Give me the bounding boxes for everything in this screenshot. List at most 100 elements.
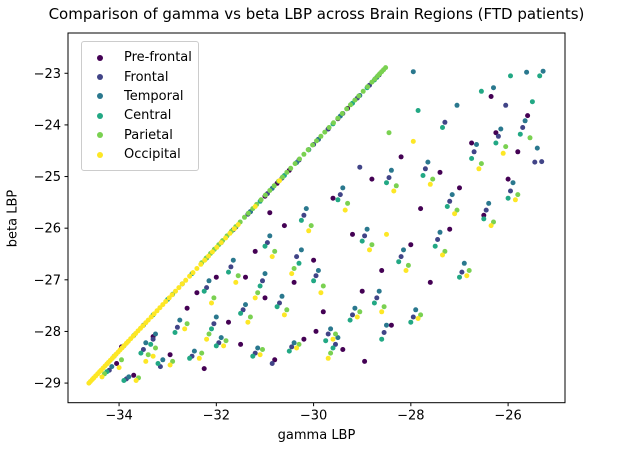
scatter-point-occipital bbox=[476, 166, 482, 172]
scatter-point-frontal bbox=[240, 307, 246, 313]
scatter-point-occipital bbox=[227, 230, 233, 236]
scatter-point-temporal bbox=[486, 200, 492, 206]
scatter-point-pre-frontal bbox=[291, 279, 297, 285]
scatter-point-occipital bbox=[179, 281, 185, 287]
scatter-point-parietal bbox=[515, 192, 521, 198]
scatter-point-parietal bbox=[291, 266, 297, 271]
scatter-point-temporal bbox=[213, 314, 219, 320]
scatter-point-central bbox=[396, 259, 402, 265]
scatter-point-pre-frontal bbox=[362, 358, 368, 364]
scatter-point-frontal bbox=[539, 159, 545, 165]
scatter-point-pre-frontal bbox=[418, 206, 424, 212]
x-tick-label: −32 bbox=[203, 409, 230, 424]
scatter-point-pre-frontal bbox=[267, 210, 273, 216]
scatter-point-occipital bbox=[252, 295, 258, 301]
x-tick-label: −28 bbox=[397, 409, 424, 424]
scatter-point-parietal bbox=[247, 314, 253, 320]
scatter-point-frontal bbox=[140, 347, 146, 352]
scatter-point-frontal bbox=[362, 233, 368, 239]
scatter-point-frontal bbox=[333, 341, 338, 347]
scatter-point-pre-frontal bbox=[379, 268, 385, 273]
scatter-point-occipital bbox=[145, 317, 151, 323]
scatter-point-occipital bbox=[176, 285, 182, 291]
scatter-point-temporal bbox=[352, 305, 358, 311]
scatter-point-frontal bbox=[410, 314, 416, 320]
legend-label: Pre-frontal bbox=[124, 50, 192, 66]
scatter-point-parietal bbox=[335, 115, 341, 121]
scatter-point-frontal bbox=[228, 264, 234, 270]
scatter-point-parietal bbox=[454, 207, 460, 213]
scatter-point-pre-frontal bbox=[114, 361, 120, 366]
scatter-point-parietal bbox=[184, 321, 190, 327]
scatter-point-central bbox=[286, 348, 292, 354]
scatter-point-central bbox=[262, 243, 268, 249]
scatter-point-parietal bbox=[466, 268, 472, 273]
scatter-point-temporal bbox=[340, 185, 346, 191]
scatter-point-central bbox=[209, 326, 214, 332]
scatter-point-central bbox=[138, 350, 144, 356]
scatter-point-central bbox=[444, 204, 450, 209]
scatter-point-pre-frontal bbox=[488, 94, 494, 99]
scatter-point-central bbox=[432, 243, 438, 249]
scatter-point-pre-frontal bbox=[340, 347, 346, 352]
scatter-point-occipital bbox=[194, 266, 200, 271]
scatter-point-occipital bbox=[379, 309, 385, 315]
scatter-point-parietal bbox=[310, 142, 316, 148]
scatter-point-parietal bbox=[153, 345, 158, 351]
scatter-point-temporal bbox=[160, 357, 166, 363]
scatter-point-central bbox=[537, 73, 543, 79]
scatter-point-parietal bbox=[333, 331, 338, 337]
scatter-point-central bbox=[481, 216, 487, 222]
scatter-point-temporal bbox=[449, 192, 455, 198]
scatter-point-pre-frontal bbox=[427, 279, 433, 285]
scatter-point-central bbox=[238, 310, 244, 316]
scatter-point-parietal bbox=[442, 248, 448, 254]
scatter-point-occipital bbox=[277, 178, 282, 184]
scatter-point-occipital bbox=[342, 207, 348, 213]
scatter-point-temporal bbox=[498, 126, 504, 132]
scatter-point-frontal bbox=[520, 125, 526, 130]
scatter-point-pre-frontal bbox=[281, 223, 287, 229]
scatter-point-pre-frontal bbox=[447, 226, 453, 232]
scatter-point-pre-frontal bbox=[330, 195, 336, 201]
axes-spines bbox=[67, 32, 566, 404]
scatter-point-occipital bbox=[198, 261, 204, 267]
scatter-point-pre-frontal bbox=[194, 290, 200, 296]
scatter-point-occipital bbox=[163, 299, 169, 304]
scatter-point-parietal bbox=[418, 312, 424, 318]
scatter-point-pre-frontal bbox=[388, 322, 394, 328]
y-tick-label: −26 bbox=[34, 222, 61, 237]
scatter-point-occipital bbox=[235, 222, 241, 228]
x-axis-ticks: −34 −32 −30 −28 −26 bbox=[105, 402, 522, 424]
scatter-point-temporal bbox=[243, 302, 248, 308]
scatter-point-parietal bbox=[314, 138, 319, 144]
scatter-point-parietal bbox=[345, 200, 351, 206]
scatter-point-temporal bbox=[410, 69, 416, 75]
scatter-point-occipital bbox=[209, 249, 215, 255]
scatter-point-parietal bbox=[503, 144, 509, 150]
scatter-point-frontal bbox=[422, 166, 428, 172]
scatter-point-pre-frontal bbox=[272, 357, 278, 363]
scatter-point-temporal bbox=[262, 271, 268, 277]
scatter-point-occipital bbox=[500, 150, 506, 156]
scatter-point-pre-frontal bbox=[457, 185, 462, 191]
scatter-point-parietal bbox=[271, 183, 277, 189]
scatter-point-parietal bbox=[357, 309, 363, 315]
scatter-point-frontal bbox=[508, 188, 513, 194]
scatter-point-frontal bbox=[495, 133, 501, 139]
scatter-point-occipital bbox=[367, 247, 372, 253]
legend-label: Parietal bbox=[124, 127, 173, 143]
scatter-point-pre-frontal bbox=[167, 352, 173, 358]
scatter-point-pre-frontal bbox=[515, 149, 521, 155]
y-tick-label: −28 bbox=[34, 325, 61, 340]
scatter-point-occipital bbox=[452, 211, 458, 217]
scatter-point-frontal bbox=[294, 254, 300, 260]
scatter-point-occipital bbox=[150, 353, 156, 359]
scatter-point-frontal bbox=[442, 119, 448, 125]
scatter-point-pre-frontal bbox=[369, 176, 375, 182]
scatter-point-occipital bbox=[384, 231, 389, 237]
scatter-point-parietal bbox=[170, 358, 176, 364]
scatter-point-parietal bbox=[284, 169, 290, 175]
scatter-point-occipital bbox=[391, 188, 397, 194]
scatter-point-central bbox=[257, 283, 263, 289]
